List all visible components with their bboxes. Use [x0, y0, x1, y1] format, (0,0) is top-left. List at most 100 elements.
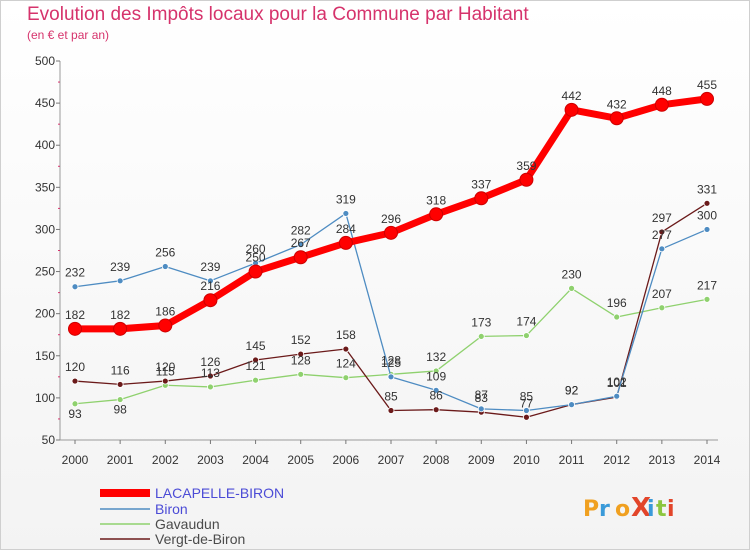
x-tick-label: 2013 [649, 453, 676, 467]
data-label: 284 [336, 222, 356, 236]
data-label: 93 [68, 407, 82, 421]
data-point [568, 284, 575, 292]
data-label: 174 [516, 315, 536, 329]
data-point [523, 332, 530, 339]
data-label: 152 [291, 333, 311, 347]
legend-label: Gavaudun [155, 516, 220, 532]
data-point [161, 377, 169, 385]
data-point [703, 226, 711, 233]
data-label: 77 [520, 396, 534, 410]
data-label: 145 [246, 339, 266, 353]
data-point [568, 401, 575, 409]
logo-letter: i [667, 497, 675, 522]
data-point [477, 333, 485, 340]
data-point [207, 277, 214, 285]
y-tick-label: 150 [35, 349, 55, 363]
chart-title: Evolution des Impôts locaux pour la Comm… [27, 4, 529, 25]
y-tick-label: 500 [35, 54, 55, 68]
data-point [613, 392, 621, 400]
y-tick-label: 200 [35, 307, 55, 321]
data-point [71, 283, 79, 291]
data-point [342, 210, 350, 217]
legend-label: LACAPELLE-BIRON [155, 485, 284, 501]
data-label: 102 [607, 375, 627, 389]
legend-label: Biron [155, 501, 188, 517]
data-point [384, 225, 398, 240]
data-label: 217 [697, 278, 717, 292]
data-label: 230 [562, 267, 582, 281]
data-label: 216 [200, 279, 220, 293]
data-point [523, 413, 530, 421]
data-point [252, 376, 259, 384]
data-point [613, 313, 621, 321]
data-label: 296 [381, 212, 401, 226]
data-point [654, 97, 669, 112]
data-label: 267 [291, 236, 311, 250]
data-point [432, 406, 440, 414]
data-label: 455 [697, 78, 717, 92]
data-label: 239 [110, 260, 130, 274]
data-point [252, 356, 259, 364]
data-point [658, 228, 666, 236]
data-point [161, 263, 169, 270]
data-point [432, 367, 440, 375]
data-label: 359 [516, 159, 536, 173]
data-point [387, 407, 395, 414]
data-point [297, 241, 305, 249]
data-point [338, 235, 353, 250]
data-point [658, 245, 666, 253]
data-label: 126 [200, 355, 220, 369]
data-point [71, 400, 79, 408]
x-tick-label: 2008 [423, 453, 450, 467]
y-tick-label: 250 [35, 265, 55, 279]
data-point [297, 370, 305, 378]
x-tick-label: 2012 [603, 453, 630, 467]
logo-letter: P [583, 497, 599, 522]
x-tick-label: 2011 [559, 453, 585, 467]
x-tick-label: 2006 [333, 453, 360, 467]
data-point [342, 345, 350, 353]
data-label: 182 [65, 308, 85, 322]
series-biron [71, 210, 711, 414]
data-point [429, 207, 444, 222]
x-tick-label: 2004 [242, 453, 269, 467]
data-label: 297 [652, 211, 672, 225]
data-point [293, 250, 308, 265]
data-point [658, 304, 666, 312]
data-point [297, 350, 305, 358]
data-label: 448 [652, 84, 672, 98]
data-label: 109 [426, 369, 446, 383]
data-label: 116 [111, 363, 130, 377]
data-label: 239 [200, 260, 220, 274]
data-point [609, 111, 624, 126]
series-lacapelle-biron [68, 91, 714, 336]
x-tick-label: 2001 [107, 453, 134, 467]
logo-letter: r [599, 497, 610, 522]
data-point [116, 396, 124, 403]
data-point [564, 102, 579, 117]
data-point [158, 318, 173, 333]
data-label: 196 [607, 296, 627, 310]
data-label: 115 [156, 364, 175, 378]
data-label: 300 [697, 208, 717, 222]
data-label: 182 [110, 308, 130, 322]
x-tick-label: 2014 [694, 453, 721, 467]
x-tick-label: 2007 [378, 453, 405, 467]
data-label: 128 [381, 353, 401, 367]
data-label: 132 [426, 350, 446, 364]
y-tick-label: 450 [35, 96, 55, 110]
data-label: 92 [565, 384, 579, 398]
x-tick-label: 2000 [62, 453, 89, 467]
data-point [203, 293, 218, 308]
y-tick-label: 100 [35, 391, 55, 405]
data-label: 101 [607, 376, 627, 390]
data-label: 98 [113, 403, 127, 417]
data-point [703, 295, 711, 303]
data-point [387, 373, 395, 381]
data-point [68, 321, 82, 336]
data-point [519, 172, 534, 187]
data-point [477, 405, 485, 413]
data-label: 128 [291, 353, 311, 367]
